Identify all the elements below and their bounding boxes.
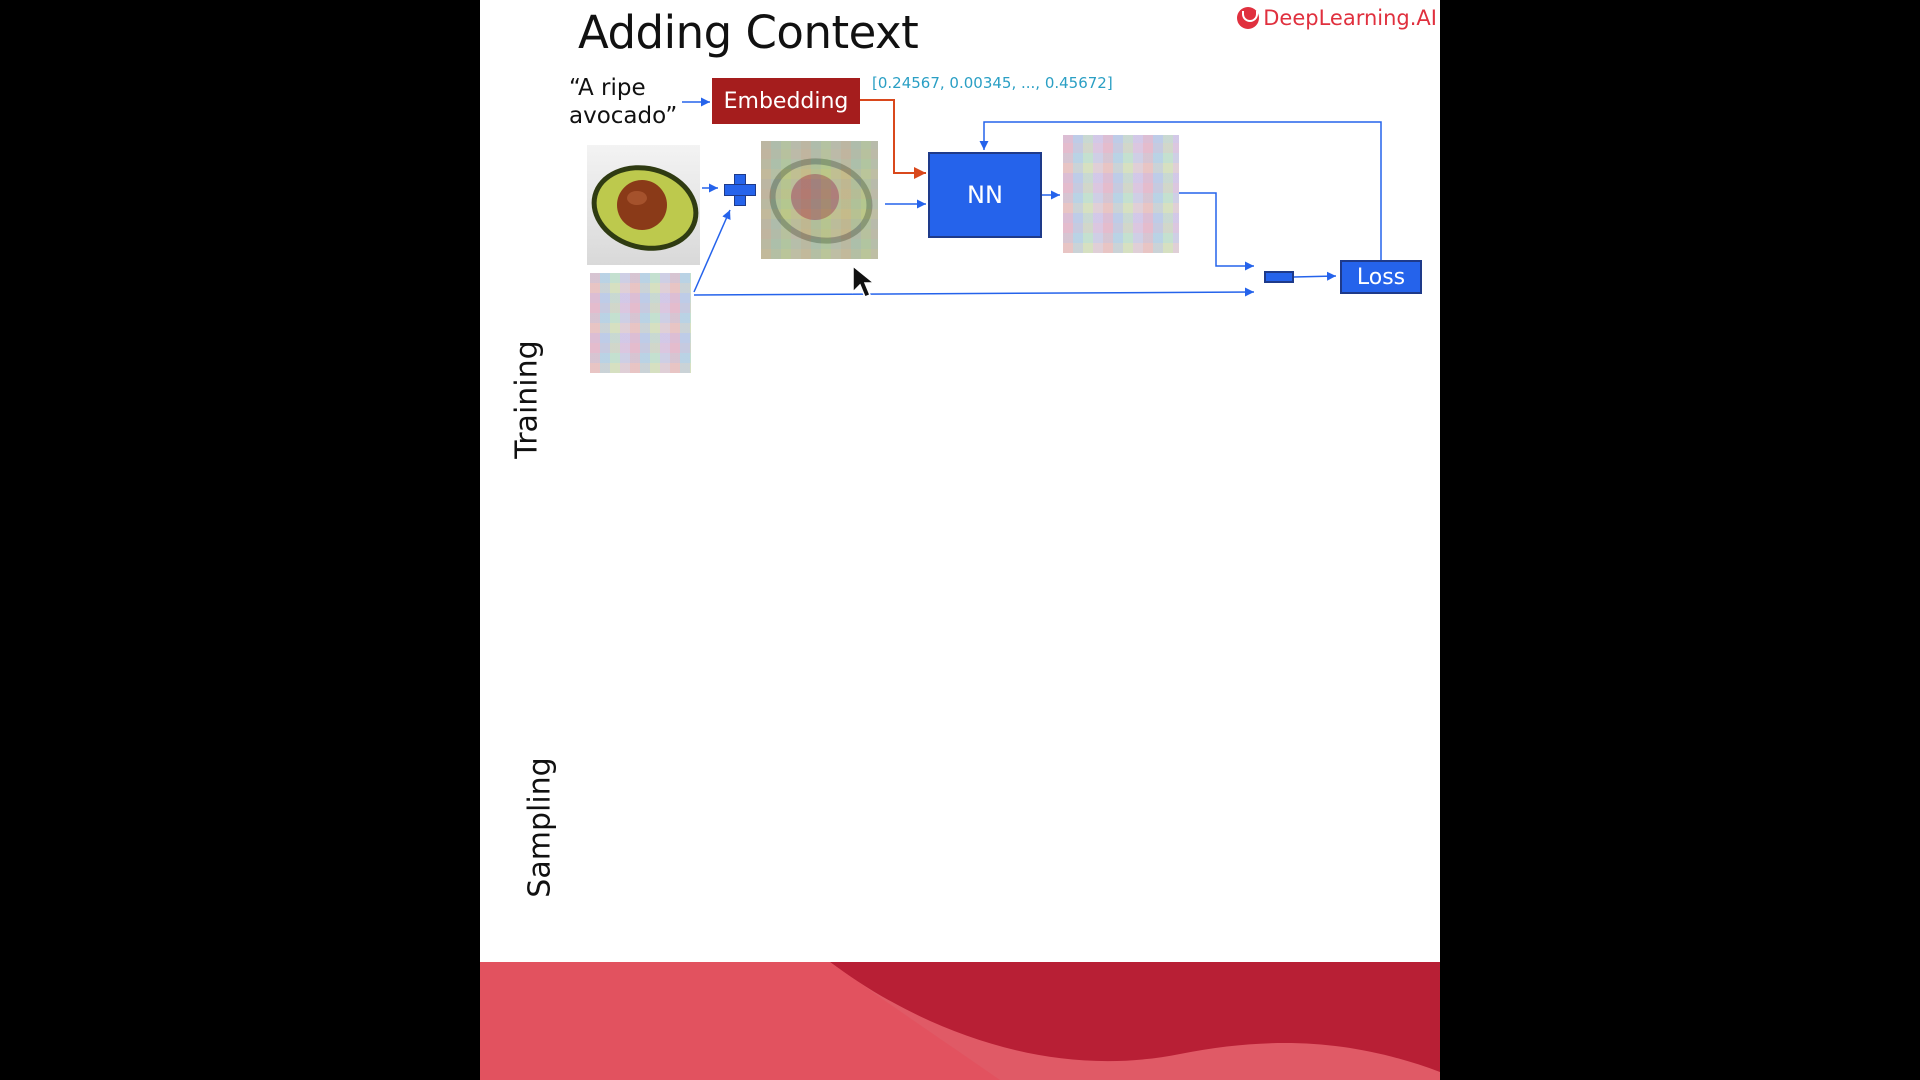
slide-title: Adding Context: [578, 6, 919, 59]
predicted-noise-image: [1063, 135, 1179, 253]
arrow-embedding-to-nn: [860, 99, 926, 179]
noise-image: [590, 273, 691, 373]
embedding-box: Embedding: [712, 78, 860, 124]
mouse-cursor-icon: [852, 264, 875, 298]
embedding-label: Embedding: [723, 88, 849, 114]
arrow-noise-to-minus: [693, 287, 1255, 297]
arrow-loss-feedback: [979, 121, 1382, 260]
brand-logo: DeepLearning.AI: [1237, 6, 1437, 30]
noise-overlay: [761, 141, 878, 259]
brand-icon: [1237, 7, 1260, 29]
arrow-pred-to-minus: [1179, 192, 1254, 271]
diagram-arrows: [682, 97, 1382, 297]
subtract-operator-icon: [1264, 271, 1294, 283]
loss-box: Loss: [1340, 260, 1422, 294]
loss-label: Loss: [1356, 264, 1406, 290]
arrow-noise-to-plus: [693, 209, 731, 293]
nn-box: NN: [928, 152, 1042, 238]
arrow-minus-to-loss: [1293, 271, 1337, 281]
prompt-text: “A ripe avocado”: [569, 75, 678, 129]
embedding-vector: [0.24567, 0.00345, ..., 0.45672]: [872, 74, 1113, 92]
footer-wave: [480, 962, 1440, 1080]
brand-name: DeepLearning.AI: [1263, 6, 1437, 30]
nn-label: NN: [967, 181, 1003, 209]
slide: Adding Context DeepLearning.AI Training …: [480, 0, 1440, 1080]
noisy-avocado-image: [761, 141, 878, 259]
add-operator-icon: [722, 172, 756, 206]
avocado-image: [587, 145, 700, 265]
